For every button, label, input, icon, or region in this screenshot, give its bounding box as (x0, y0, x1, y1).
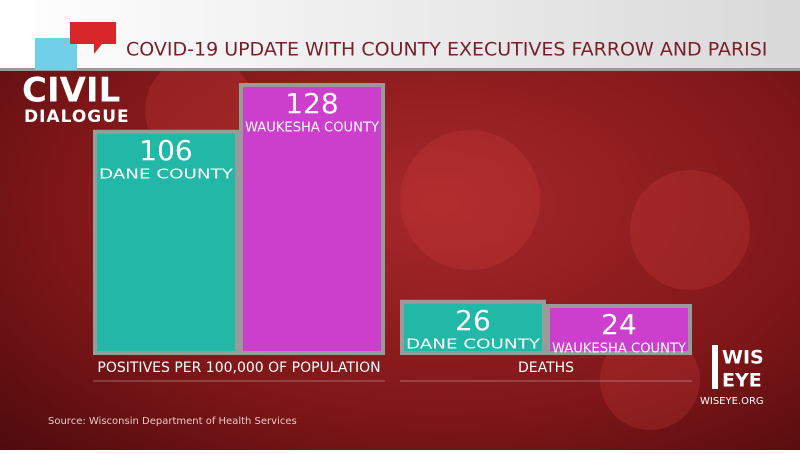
value-label: 106 (139, 134, 192, 167)
logo-dialogue: DIALOGUE (24, 107, 130, 127)
x-tick-label: POSITIVES PER 100,000 OF POPULATION (97, 360, 380, 376)
bar (93, 129, 239, 355)
series-label: WAUKESHA COUNTY (552, 342, 686, 357)
bar (546, 304, 692, 355)
channel-top: WIS (722, 347, 764, 369)
value-label: 26 (455, 304, 491, 337)
logo-bubble-red (70, 22, 116, 54)
title-banner (0, 0, 800, 70)
channel-bottom: EYE (722, 370, 762, 392)
series-label: DANE COUNTY (406, 337, 540, 352)
series-label: WAUKESHA COUNTY (245, 121, 379, 136)
show-logo: CIVIL DIALOGUE (22, 22, 130, 127)
channel-url: WISEYE.ORG (700, 396, 764, 407)
x-tick-label: DEATHS (518, 360, 574, 376)
logo-dome (712, 345, 718, 389)
logo-civil: CIVIL (22, 71, 120, 111)
plot: POSITIVES PER 100,000 OF POPULATION106DA… (93, 83, 692, 382)
bar (400, 299, 546, 355)
banner-edge (0, 68, 800, 71)
virus-decoration (145, 55, 750, 430)
series-label: DANE COUNTY (99, 167, 233, 182)
chart-title: COVID-19 UPDATE WITH COUNTY EXECUTIVES F… (126, 39, 767, 61)
value-label: 24 (601, 308, 637, 341)
channel-logo: WIS EYE WISEYE.ORG (700, 345, 764, 407)
source: Source: Wisconsin Department of Health S… (48, 416, 297, 427)
value-label: 128 (285, 87, 338, 120)
bar (239, 83, 385, 355)
